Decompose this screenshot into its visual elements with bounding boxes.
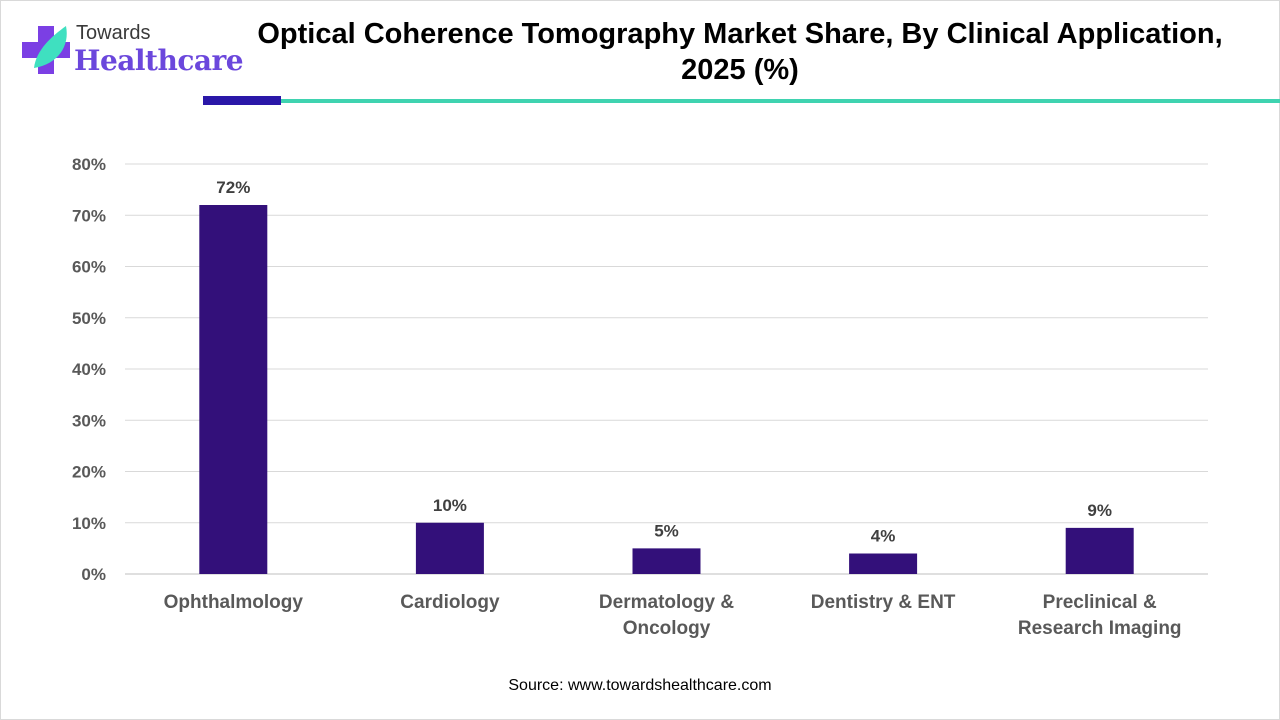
- bar: [415, 522, 484, 574]
- x-tick-label: Ophthalmology: [164, 592, 304, 613]
- y-tick-label: 60%: [72, 258, 106, 277]
- brand-line2: Healthcare: [74, 44, 244, 77]
- title-underline: [281, 99, 1280, 103]
- y-tick-label: 0%: [81, 565, 106, 584]
- y-tick-label: 70%: [72, 206, 106, 225]
- chart-title: Optical Coherence Tomography Market Shar…: [257, 18, 1223, 86]
- data-label: 5%: [654, 521, 679, 540]
- brand-line1: Towards: [76, 22, 151, 44]
- x-tick-label: Oncology: [623, 618, 711, 639]
- y-tick-label: 50%: [72, 309, 106, 328]
- data-label: 10%: [433, 496, 467, 515]
- x-tick-label: Research Imaging: [1018, 618, 1182, 639]
- data-label: 72%: [216, 178, 250, 197]
- x-tick-label: Preclinical &: [1043, 592, 1157, 613]
- brand-logo: Towards Healthcare: [22, 22, 244, 82]
- y-tick-label: 20%: [72, 463, 106, 482]
- medical-cross-leaf-icon: [22, 26, 70, 74]
- data-label: 4%: [871, 527, 896, 546]
- source-note: Source: www.towardshealthcare.com: [508, 677, 772, 694]
- title-underline-accent: [203, 96, 281, 105]
- x-tick-label: Dermatology &: [599, 592, 734, 613]
- bar: [199, 205, 268, 574]
- y-tick-label: 10%: [72, 514, 106, 533]
- x-tick-label: Dentistry & ENT: [811, 592, 956, 613]
- bar: [1065, 527, 1134, 574]
- y-tick-label: 40%: [72, 360, 106, 379]
- y-tick-label: 80%: [72, 155, 106, 174]
- x-tick-label: Cardiology: [400, 592, 500, 613]
- bar: [849, 553, 918, 574]
- bar: [632, 548, 701, 574]
- data-label: 9%: [1087, 501, 1112, 520]
- y-tick-label: 30%: [72, 411, 106, 430]
